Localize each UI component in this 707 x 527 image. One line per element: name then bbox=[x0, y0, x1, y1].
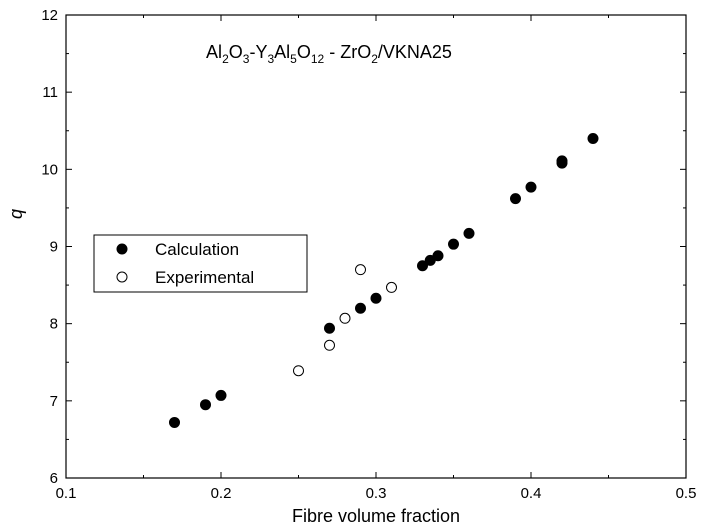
data-point-calculation bbox=[417, 260, 428, 272]
data-point-calculation bbox=[432, 250, 444, 262]
data-point-experimental bbox=[339, 312, 351, 324]
y-tick-label: 12 bbox=[41, 7, 58, 24]
x-axis-title: Fibre volume fraction bbox=[292, 506, 460, 526]
data-point-calculation bbox=[215, 389, 227, 401]
data-point-calculation bbox=[355, 302, 366, 314]
x-tick-label: 0.2 bbox=[211, 485, 232, 502]
legend-label-calculation: Calculation bbox=[155, 240, 239, 259]
x-tick-label: 0.3 bbox=[366, 485, 387, 502]
y-axis-title: q bbox=[6, 209, 26, 219]
axis-tick-labels: 0.1 0.2 0.3 0.4 0.5 6 7 8 9 10 11 12 bbox=[41, 7, 696, 502]
y-tick-label: 11 bbox=[42, 84, 58, 101]
y-tick-label: 6 bbox=[50, 470, 58, 487]
data-point-calculation bbox=[169, 416, 180, 428]
axis-ticks bbox=[65, 14, 687, 479]
y-tick-label: 7 bbox=[50, 393, 58, 410]
data-point-calculation bbox=[510, 193, 521, 205]
data-point-calculation bbox=[463, 227, 475, 239]
data-point-experimental bbox=[293, 365, 304, 377]
data-point-calculation bbox=[448, 238, 459, 250]
data-point-calculation bbox=[587, 132, 599, 144]
data-point-experimental bbox=[386, 281, 397, 293]
y-tick-label: 8 bbox=[50, 316, 58, 333]
x-tick-label: 0.1 bbox=[56, 485, 77, 502]
data-point-calculation bbox=[525, 181, 537, 193]
legend-box bbox=[93, 234, 308, 293]
data-point-calculation bbox=[200, 399, 211, 411]
data-point-calculation bbox=[370, 292, 382, 304]
legend: Calculation Experimental bbox=[93, 234, 308, 293]
data-point-calculation bbox=[324, 322, 335, 334]
y-tick-label: 9 bbox=[50, 239, 58, 256]
data-point-experimental bbox=[324, 339, 335, 351]
x-tick-label: 0.5 bbox=[676, 485, 697, 502]
chart-title: Al2O3-Y3Al5O12 - ZrO2/VKNA25 bbox=[206, 42, 452, 66]
legend-label-experimental: Experimental bbox=[155, 268, 254, 287]
legend-marker-calculation bbox=[116, 243, 128, 255]
data-point-experimental bbox=[355, 264, 366, 276]
y-tick-label: 10 bbox=[41, 161, 58, 178]
x-tick-label: 0.4 bbox=[521, 485, 542, 502]
data-points bbox=[169, 132, 599, 428]
legend-marker-experimental bbox=[116, 271, 128, 283]
data-point-calculation bbox=[556, 155, 568, 167]
